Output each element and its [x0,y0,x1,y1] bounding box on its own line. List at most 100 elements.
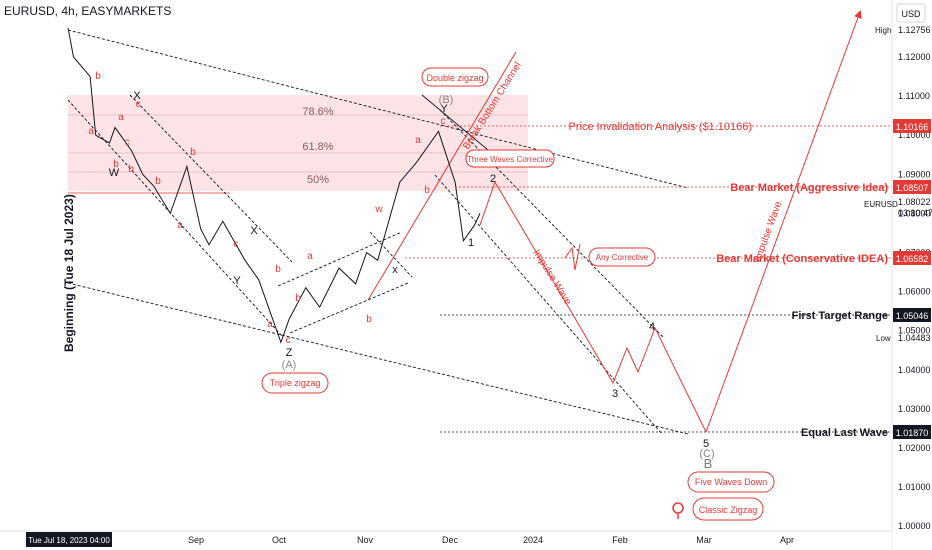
projection-path [479,180,707,433]
wave-labels-black: W X X Y Z Y 1 2 3 4 5 B x [109,90,713,471]
current-value: 1.08022 [898,197,931,207]
wave-5-label: 5 [703,438,709,450]
svg-text:1.08507: 1.08507 [896,183,929,193]
wave-z-label: Z [286,347,293,359]
price-tick-label: 1.01000 [898,482,931,492]
callout-triple-zigzag: Triple zigzag [261,372,329,394]
fib-50-label: 50% [307,174,329,186]
price-series [67,27,481,344]
current-countdown: 03:10:47 [898,208,932,218]
bear-conservative-label: Bear Market (Conservative IDEA) [716,253,888,265]
wave-B-label: (B) [439,94,454,106]
price-tick-label: 1.06000 [898,287,931,297]
wave-x2-label: X [250,225,258,237]
callout-classic-zigzag: Classic Zigzag [692,497,764,521]
price-tick-label: 1.00000 [898,521,931,531]
three-waves-label: Three Waves Corrective [467,155,554,164]
triple-zigzag-label: Triple zigzag [270,378,321,388]
beginning-label: Beginning (Tue 18 Jul 2023) [62,194,76,352]
price-tick-label: 1.11000 [898,91,930,101]
red-b5: b [190,147,196,158]
price-tag-3: 1.06582 [893,251,931,265]
price-tick-label: 1.02000 [898,443,931,453]
red-b1: b [95,71,101,82]
red-a2: a [118,112,124,123]
svg-text:1.05046: 1.05046 [896,311,929,321]
price-tag-1: 1.10166 [893,119,931,133]
time-tick-label: Dec [442,535,459,545]
red-b3: b [128,164,134,175]
wave-A-label: (A) [282,359,297,371]
red-b9: b [424,185,430,196]
red-c4: c [286,335,291,346]
red-c1: c [125,137,130,148]
callout-double-zigzag: Double zigzag [421,67,489,87]
price-tag-5: 1.01870 [893,425,931,439]
red-c5: c [441,116,446,127]
svg-text:1.01870: 1.01870 [896,428,929,438]
red-b7: b [295,293,301,304]
price-tick-label: 1.09000 [898,169,931,179]
lightbulb-icon [672,502,684,519]
wave-x3-label: x [392,264,398,276]
red-b8: b [366,314,372,325]
red-a3: a [177,220,183,231]
fib-786-label: 78.6% [302,106,333,118]
red-a1: a [88,126,94,137]
wave-labels-grey: (A) (B) (C) [282,94,715,460]
projection-up-arrow [705,10,862,433]
wave-labels-red: b a a b b c c b b a c b a c a b b w a b … [88,71,445,346]
current-symbol: EURUSD [864,200,898,209]
wave-y-label: Y [233,275,241,287]
time-tick-label: Nov [357,535,374,545]
time-axis-ticks: Sep Oct Nov Dec 2024 Feb Mar Apr [188,535,794,545]
fib-retracement-zone [68,95,528,191]
red-b2: b [113,159,119,170]
price-tag-4: 1.05046 [893,308,931,322]
time-tick-label: Oct [272,535,287,545]
time-tick-label: Sep [188,535,204,545]
red-w: w [374,204,383,215]
any-corrective-label: Any Corrective [596,253,649,262]
red-c3: c [234,239,239,250]
cursor-time-label-bg [26,532,112,547]
price-tick-label: 1.08000 [898,208,931,218]
price-tick-label: 1.04000 [898,365,931,375]
svg-text:1.10166: 1.10166 [896,122,929,132]
time-axis-bg[interactable] [0,531,892,550]
red-c2: c [136,99,141,110]
time-tick-label: Feb [612,535,628,545]
break-bottom-channel-line [367,51,517,301]
low-value: 1.04483 [898,333,931,343]
double-zigzag-label: Double zigzag [426,73,483,83]
red-a4: a [267,319,273,330]
five-waves-down-label: Five Waves Down [695,477,767,487]
currency-label: USD [901,9,921,19]
time-tick-label: Apr [780,535,794,545]
price-invalidation-label: Price Invalidation Analysis ($1.10166) [569,121,752,133]
time-tick-label: Mar [696,535,712,545]
trend-lines [67,29,689,435]
price-tick-label: 1.03000 [898,404,931,414]
red-a5: a [307,251,313,262]
price-tag-2: 1.08507 [893,180,931,194]
wave-3-label: 3 [612,388,618,400]
horizontal-levels [405,125,892,433]
wave-C-label: (C) [699,448,714,460]
high-label: High [875,26,891,35]
classic-zigzag-label: Classic Zigzag [699,505,758,515]
red-a6: a [415,135,421,146]
cursor-time-label: Tue Jul 18, 2023 04:00 [28,536,110,545]
wave-2-label: 2 [490,173,496,185]
callout-five-waves-down: Five Waves Down [687,471,775,493]
callout-any-corrective: Any Corrective [588,247,656,267]
price-tick-label: 1.12000 [898,52,931,62]
currency-button[interactable] [896,3,926,23]
wave-w-label: W [109,167,120,179]
impulse-wave-down-label: Impulse Wave [530,248,573,308]
low-label: Low [876,334,891,343]
bear-aggressive-label: Bear Market (Aggressive Idea) [730,182,888,194]
price-axis-bg[interactable] [892,0,932,550]
chart-symbol-title: EURUSD, 4h, EASYMARKETS [4,4,172,18]
